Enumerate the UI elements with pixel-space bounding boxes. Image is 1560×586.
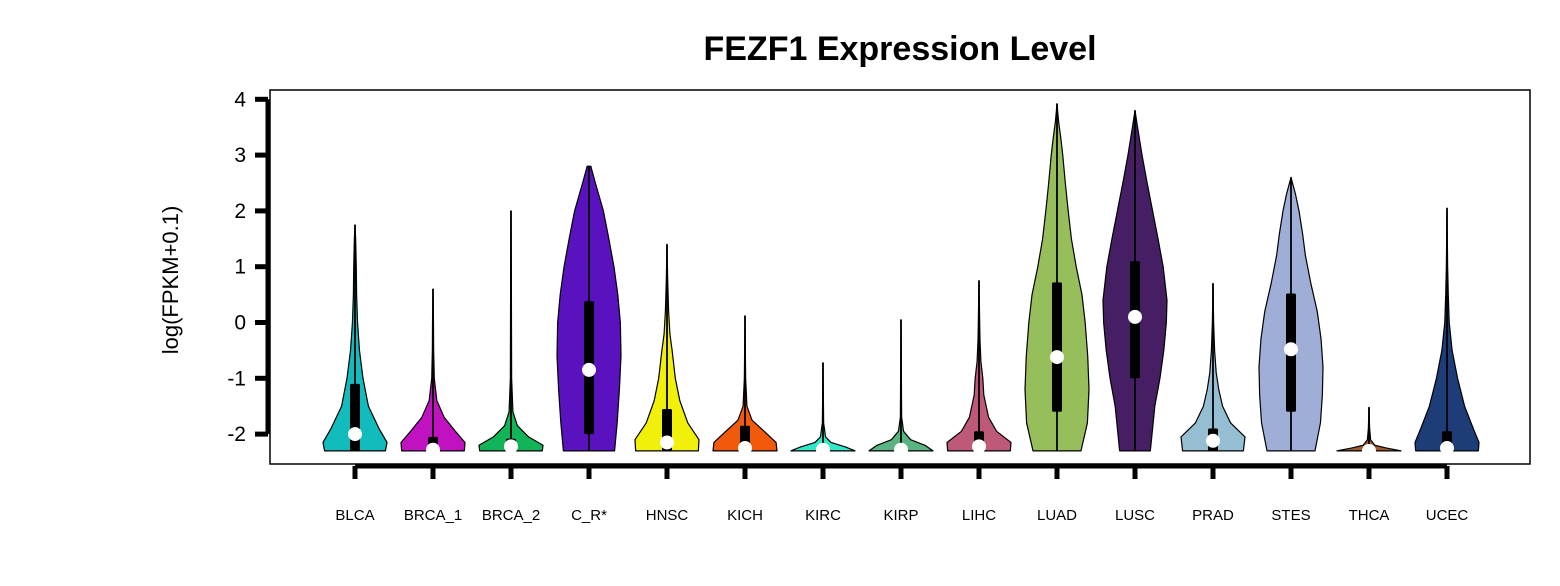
violin-thca: [1336, 406, 1402, 458]
x-tick-label: PRAD: [1192, 507, 1234, 524]
y-tick-label: -2: [227, 423, 246, 446]
violin-ucec: [1414, 207, 1480, 456]
y-tick-label: 1: [234, 256, 246, 279]
violin-median-dot: [348, 427, 362, 442]
y-tick-label: 0: [234, 312, 246, 335]
y-axis-label: log(FPKM+0.1): [158, 206, 183, 355]
violin-median-dot: [1362, 443, 1376, 458]
violin-median-dot: [1128, 309, 1142, 324]
violin-median-dot: [972, 439, 986, 454]
x-tick-label: BRCA_2: [482, 507, 540, 524]
violin-median-dot: [1050, 350, 1064, 365]
violin-kich: [712, 315, 778, 456]
violin-luad: [1024, 103, 1090, 452]
x-tick-label: BRCA_1: [404, 507, 462, 524]
violin-brca-1: [400, 288, 466, 457]
x-tick-label: HNSC: [646, 507, 689, 524]
y-tick-label: 2: [234, 200, 246, 223]
violin-iqr-box: [1052, 282, 1062, 412]
violin-prad: [1180, 282, 1246, 452]
x-axis: BLCA BRCA_1 BRCA_2 C_R* HNSC KICH KIRC KIRP LIHC…: [335, 463, 1469, 524]
y-tick-label: 3: [234, 144, 246, 167]
x-tick-label: KICH: [727, 507, 763, 524]
violin-median-dot: [1284, 342, 1298, 357]
violin-median-dot: [504, 439, 518, 454]
x-tick-label: BLCA: [335, 507, 374, 524]
chart-title: FEZF1 Expression Level: [703, 30, 1096, 68]
x-tick-label: LUAD: [1037, 507, 1077, 524]
violin-median-dot: [816, 442, 830, 457]
violins-layer: [322, 103, 1480, 458]
violin-median-dot: [582, 362, 596, 377]
violin-kirc: [790, 362, 856, 457]
violin-brca-2: [478, 210, 544, 454]
x-tick-label: LUSC: [1115, 507, 1155, 524]
x-tick-label: UCEC: [1426, 507, 1469, 524]
y-tick-label: -1: [227, 367, 246, 390]
violin-blca: [322, 224, 388, 452]
x-tick-label: THCA: [1349, 507, 1390, 524]
violin-median-dot: [738, 441, 752, 456]
violin-median-dot: [1440, 441, 1454, 456]
violin-median-dot: [660, 435, 674, 450]
violin-stes: [1258, 176, 1324, 452]
violin-kirp: [868, 319, 934, 457]
violin-lihc: [946, 280, 1012, 454]
x-tick-label: STES: [1271, 507, 1310, 524]
x-tick-label: C_R*: [571, 507, 607, 524]
x-tick-label: LIHC: [962, 507, 996, 524]
violin-median-dot: [1206, 433, 1220, 448]
x-tick-label: KIRP: [883, 507, 918, 524]
y-axis: 4 3 2 1 0 -1 -2: [227, 88, 271, 446]
violin-c-r-: [556, 165, 622, 452]
violin-lusc: [1102, 109, 1168, 452]
y-tick-label: 4: [234, 88, 246, 111]
x-tick-label: KIRC: [805, 507, 841, 524]
violin-median-dot: [426, 442, 440, 457]
violin-median-dot: [894, 442, 908, 457]
violin-hnsc: [634, 243, 700, 452]
